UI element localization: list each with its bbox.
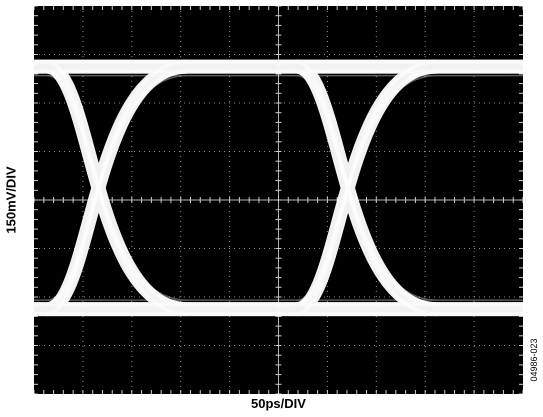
eye-traces: [34, 59, 523, 317]
figure-id: 04986-023: [529, 338, 539, 382]
trace-halo: [34, 74, 523, 301]
rising-edge: [296, 59, 437, 317]
rising-edge: [46, 59, 188, 317]
falling-edge: [296, 74, 437, 301]
trace-spread-b: [34, 59, 523, 317]
graticule: [34, 6, 523, 394]
rising-edge: [47, 74, 188, 301]
falling-edge: [47, 74, 188, 301]
x-axis-label: 50ps/DIV: [251, 396, 306, 411]
eye-diagram-plot: [34, 6, 523, 394]
y-axis-label: 150mV/DIV: [3, 166, 19, 234]
rising-edge: [296, 74, 437, 301]
